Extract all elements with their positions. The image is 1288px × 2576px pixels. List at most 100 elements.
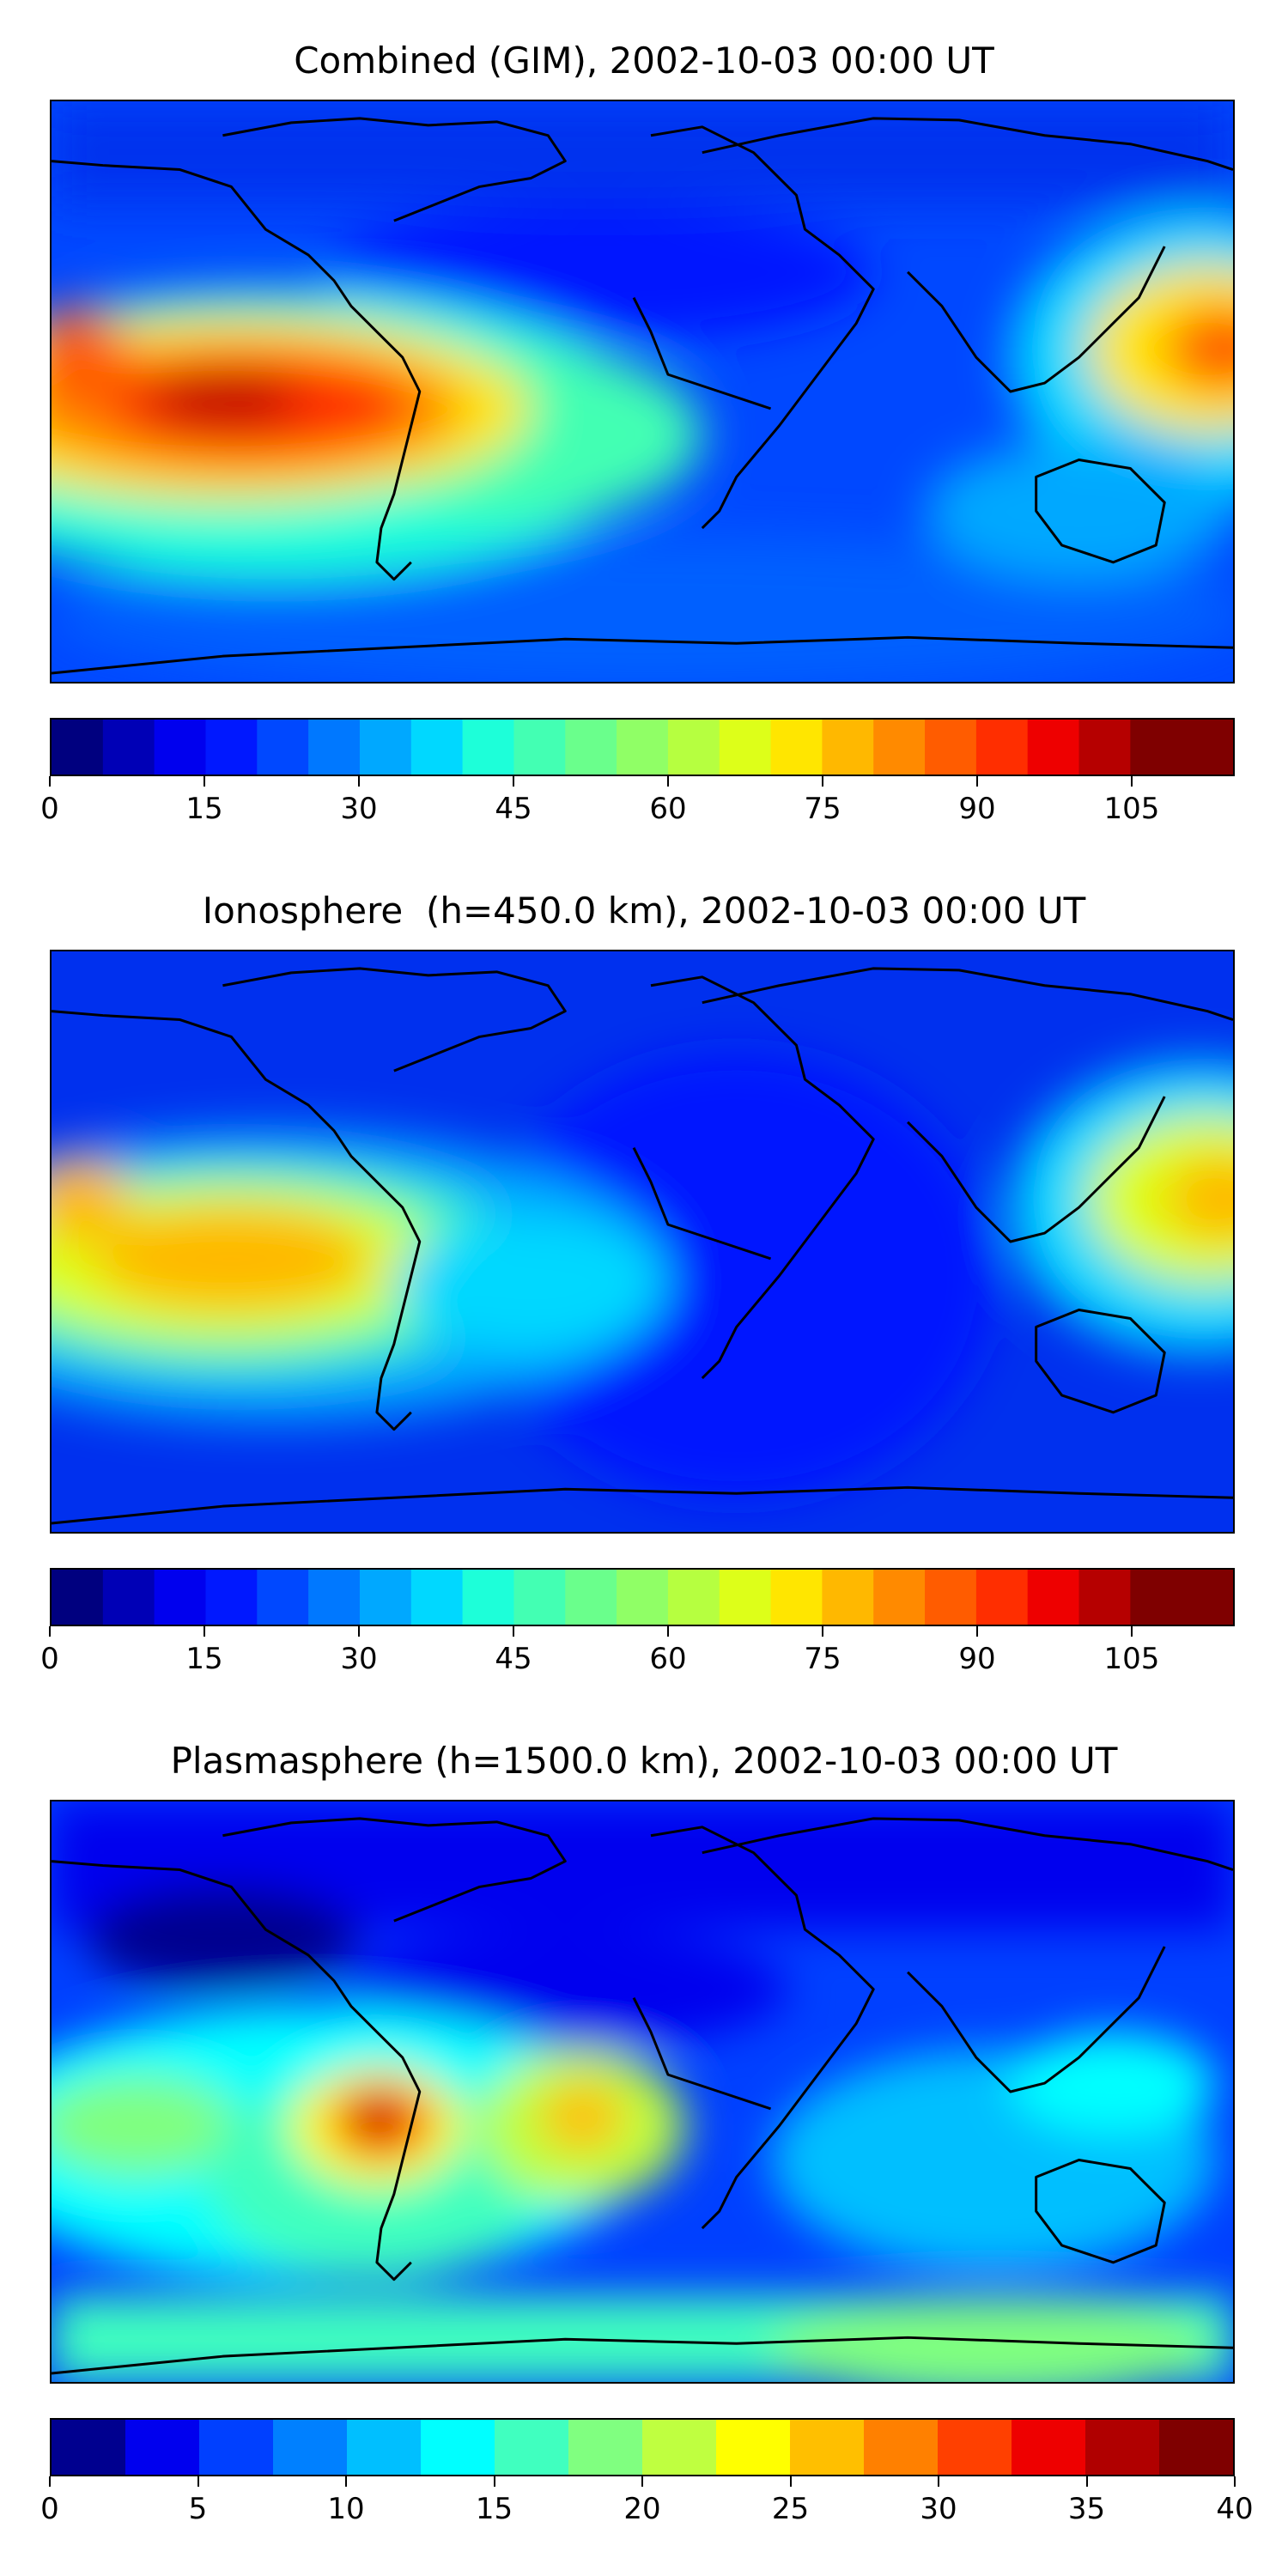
colorbar-tick: [822, 776, 823, 787]
colorbar-swatch: [359, 1570, 412, 1625]
colorbar-swatches-plasmasphere: [52, 2420, 1233, 2475]
colorbar-tick: [1131, 1626, 1133, 1637]
colorbar-swatch: [205, 1570, 258, 1625]
colorbar-tick: [345, 2476, 347, 2487]
colorbar-swatch: [308, 1570, 361, 1625]
colorbar-swatch: [462, 720, 515, 775]
colorbar-ticks-combined: 0 15 30 45 60 75 90 105: [40, 776, 1235, 836]
colorbar-tick-label: 30: [340, 1642, 378, 1676]
colorbar-tick-label: 105: [1103, 1642, 1160, 1676]
colorbar-swatch: [975, 720, 1029, 775]
colorbar-swatch: [273, 2420, 348, 2475]
colorbar-swatch: [52, 720, 104, 775]
colorbar-tick-label: 90: [958, 1642, 996, 1676]
colorbar-swatch: [1159, 2420, 1233, 2475]
colorbar-swatch: [410, 1570, 464, 1625]
colorbar-tick: [789, 2476, 792, 2487]
colorbar-tick: [204, 1626, 205, 1637]
colorbar-swatch: [1027, 720, 1080, 775]
colorbar-tick-label: 30: [340, 792, 378, 826]
colorbar-swatch: [667, 720, 720, 775]
colorbar-tick: [1234, 2476, 1236, 2487]
colorbar-tick-label: 0: [40, 1642, 59, 1676]
colorbar-swatch: [719, 720, 772, 775]
colorbar-tick: [641, 2476, 643, 2487]
colorbar-tick-label: 15: [185, 1642, 223, 1676]
colorbar-swatch: [864, 2420, 939, 2475]
colorbar-swatch: [257, 1570, 309, 1625]
colorbar-swatch: [257, 720, 309, 775]
colorbar-tick-label: 20: [623, 2492, 661, 2526]
colorbar-swatch: [1012, 2420, 1086, 2475]
colorbar-swatch: [1085, 2420, 1160, 2475]
colorbar-tick-label: 25: [771, 2492, 810, 2526]
colorbar-tick: [976, 776, 978, 787]
colorbar-swatch: [359, 720, 412, 775]
colorbar-swatch: [642, 2420, 717, 2475]
colorbar-swatch: [719, 1570, 772, 1625]
colorbar-swatch: [1182, 1570, 1233, 1625]
colorbar-swatch: [205, 720, 258, 775]
colorbar-tick-label: 10: [327, 2492, 365, 2526]
coastlines: [52, 117, 1233, 675]
colorbar-swatch: [347, 2420, 422, 2475]
colorbar-swatch: [308, 720, 361, 775]
panel-title-ionosphere: Ionosphere (h=450.0 km), 2002-10-03 00:0…: [202, 890, 1086, 932]
colorbar-swatch: [565, 1570, 617, 1625]
colorbar-swatch: [667, 1570, 720, 1625]
colorbar-tick: [513, 1626, 514, 1637]
colorbar-tick: [204, 776, 205, 787]
colorbar-swatch: [410, 720, 464, 775]
colorbar-swatch: [199, 2420, 274, 2475]
colorbar-ionosphere: [50, 1568, 1235, 1626]
panel-title-plasmasphere: Plasmasphere (h=1500.0 km), 2002-10-03 0…: [170, 1740, 1118, 1782]
colorbar-swatch: [790, 2420, 865, 2475]
colorbar-swatch: [1130, 720, 1182, 775]
colorbar-tick-label: 35: [1067, 2492, 1106, 2526]
colorbar-swatch: [102, 1570, 155, 1625]
colorbar-tick-label: 0: [40, 792, 59, 826]
map-plasmasphere: [50, 1800, 1235, 2384]
colorbar-tick: [197, 2476, 199, 2487]
colorbar-ticks-ionosphere: 0 15 30 45 60 75 90 105: [40, 1626, 1235, 1686]
colorbar-tick: [822, 1626, 823, 1637]
colorbar-swatch: [716, 2420, 791, 2475]
colorbar-swatch: [102, 720, 155, 775]
colorbar-swatch: [770, 1570, 823, 1625]
colorbar-tick: [667, 776, 669, 787]
colorbar-tick: [358, 1626, 360, 1637]
colorbar-swatch: [617, 1570, 669, 1625]
colorbar-swatch: [421, 2420, 495, 2475]
colorbar-swatch: [154, 720, 207, 775]
colorbar-tick: [1085, 2476, 1088, 2487]
colorbar-tick-label: 45: [495, 792, 532, 826]
colorbar-tick: [513, 776, 514, 787]
colorbar-swatch: [822, 720, 874, 775]
colorbar-tick-label: 40: [1216, 2492, 1254, 2526]
colorbar-tick: [358, 776, 360, 787]
colorbar-swatch: [1078, 1570, 1131, 1625]
colorbar-swatch: [925, 720, 977, 775]
colorbar-swatch: [975, 1570, 1029, 1625]
colorbar-tick: [976, 1626, 978, 1637]
colorbar-tick: [49, 1626, 51, 1637]
colorbar-swatch: [1027, 1570, 1080, 1625]
colorbar-tick: [49, 2476, 51, 2487]
colorbar-tick-label: 75: [804, 1642, 841, 1676]
colorbar-swatch: [495, 2420, 569, 2475]
colorbar-swatch: [125, 2420, 200, 2475]
tec-map-ionosphere: [52, 951, 1233, 1532]
colorbar-swatch: [52, 2420, 126, 2475]
colorbar-swatch: [513, 720, 566, 775]
colorbar-ticks-plasmasphere: 0 5 10 15 20 25 30 35 40: [40, 2476, 1254, 2537]
colorbar-swatch: [770, 720, 823, 775]
colorbar-swatch: [1130, 1570, 1182, 1625]
colorbar-swatch: [568, 2420, 643, 2475]
colorbar-swatch: [1182, 720, 1233, 775]
colorbar-swatch: [462, 1570, 515, 1625]
colorbar-swatch: [925, 1570, 977, 1625]
colorbar-swatch: [1078, 720, 1131, 775]
colorbar-tick: [667, 1626, 669, 1637]
colorbar-combined: [50, 718, 1235, 776]
colorbar-swatch: [154, 1570, 207, 1625]
